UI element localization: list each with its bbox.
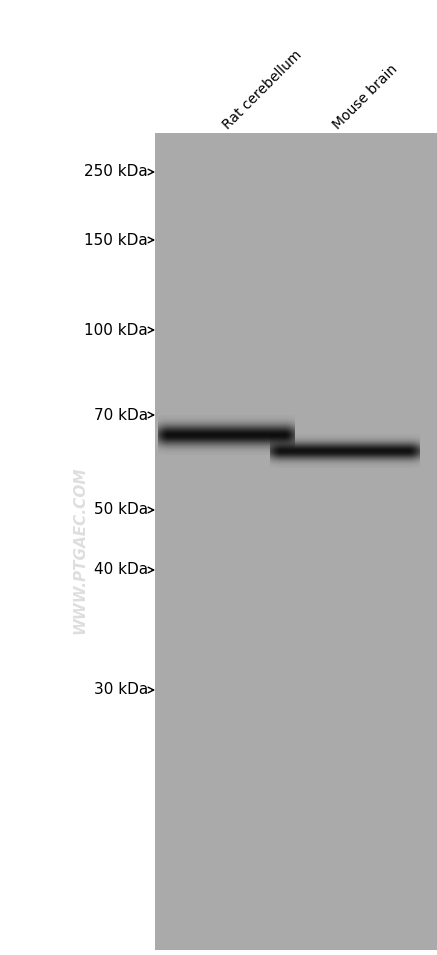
Text: Mouse brain: Mouse brain — [330, 62, 400, 132]
Text: 50 kDa: 50 kDa — [94, 502, 148, 518]
Text: 40 kDa: 40 kDa — [94, 562, 148, 578]
Text: 100 kDa: 100 kDa — [84, 323, 148, 337]
Text: 250 kDa: 250 kDa — [84, 164, 148, 180]
Text: Rat cerebellum: Rat cerebellum — [220, 48, 305, 132]
Text: WWW.PTGAEC.COM: WWW.PTGAEC.COM — [73, 466, 87, 634]
Text: 70 kDa: 70 kDa — [94, 408, 148, 422]
Text: 150 kDa: 150 kDa — [84, 232, 148, 247]
Bar — [155, 133, 437, 950]
Text: 30 kDa: 30 kDa — [94, 683, 148, 697]
